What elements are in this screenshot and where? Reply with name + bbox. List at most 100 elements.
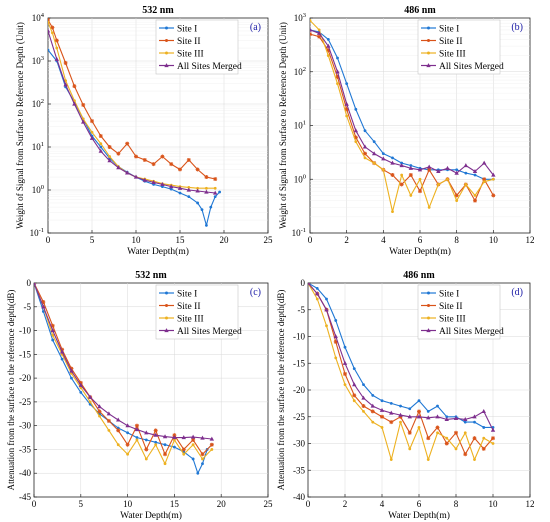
legend: Site I Site II Site III All Sites Merged [417,19,504,75]
series-line [34,283,213,465]
data-point [126,431,129,435]
data-point [472,168,478,173]
legend-entry: Site III [177,50,204,60]
data-point [50,25,55,30]
data-point [408,172,413,177]
x-tick-label: 25 [264,499,274,509]
data-point [134,423,139,428]
y-tick-exponent: 0 [41,184,44,191]
y-tick-label: 102 [294,66,306,77]
data-point [362,383,365,387]
data-point [491,436,495,441]
data-point [481,446,486,451]
data-point [200,208,204,212]
data-point [370,409,375,414]
data-point [389,401,393,405]
data-point [417,426,421,429]
data-point [426,415,431,420]
data-point [160,154,165,159]
data-point [310,19,312,22]
data-point [135,438,139,442]
y-axis-label: Attenuation from the surface to the refe… [6,290,16,491]
data-point [418,177,422,181]
x-tick-label: 8 [454,235,459,245]
data-point [201,457,204,461]
data-point [106,411,112,416]
y-tick-label: -15 [293,358,305,368]
data-point [97,404,102,409]
data-point [204,189,209,194]
y-tick-label: 100 [294,173,306,184]
data-point [308,283,311,285]
y-tick-label: -30 [293,439,305,449]
x-tick-label: 5 [79,499,84,509]
data-point [144,438,148,442]
legend-entry: All Sites Merged [439,62,504,72]
data-point [371,151,377,156]
legend-entry: Site II [439,37,462,47]
data-point [218,190,222,194]
x-tick-label: 8 [454,499,459,509]
data-point [445,436,449,440]
data-point [116,428,121,433]
y-tick-label: -35 [293,465,305,475]
data-point [151,162,156,167]
data-point [186,187,191,192]
x-tick-label: 25 [264,235,274,245]
data-point [116,151,121,156]
data-point [41,310,45,313]
data-point [344,101,349,106]
legend-marker [165,291,168,295]
data-point [436,431,439,435]
data-point [352,367,356,370]
data-point [190,434,196,439]
data-point [326,48,331,53]
panel-label: (c) [250,287,261,298]
data-point [464,183,468,186]
legend: Site I Site II Site III All Sites Merged [155,284,242,340]
data-point [334,319,338,322]
data-point [390,160,395,165]
data-point [345,82,349,86]
data-point [163,443,167,447]
data-point [435,414,440,419]
series-site-ii [48,18,218,182]
data-point [48,48,50,52]
data-point [213,190,218,195]
legend-marker [427,39,430,42]
data-point [87,394,93,399]
data-point [379,407,385,412]
data-point [317,28,321,32]
data-point [50,328,55,333]
data-point [371,393,375,397]
x-tick-label: 20 [217,499,227,509]
legend-marker [165,26,168,30]
data-point [108,155,111,158]
data-point [380,414,384,419]
y-tick-exponent: 0 [303,173,306,180]
data-point [51,333,55,337]
data-point [407,430,412,435]
data-point [352,393,357,398]
data-point [182,452,186,456]
data-point [454,170,459,175]
data-point [418,189,422,194]
data-point [324,307,329,312]
x-axis-label: Water Depth(m) [388,510,450,521]
data-point [191,443,195,447]
x-tick-label: 12 [526,499,535,509]
data-point [134,427,140,432]
y-tick-label: 10-1 [30,227,44,238]
series-line [48,30,216,194]
data-point [213,177,218,182]
data-point [445,415,449,419]
data-point [134,154,138,159]
data-point [88,400,92,404]
data-point [54,56,59,61]
data-point [181,435,186,440]
panel-label: (d) [511,287,523,298]
legend: Site I Site II Site III All Sites Merged [155,19,242,75]
data-point [473,458,476,461]
data-point [336,82,339,86]
data-point [435,425,440,430]
